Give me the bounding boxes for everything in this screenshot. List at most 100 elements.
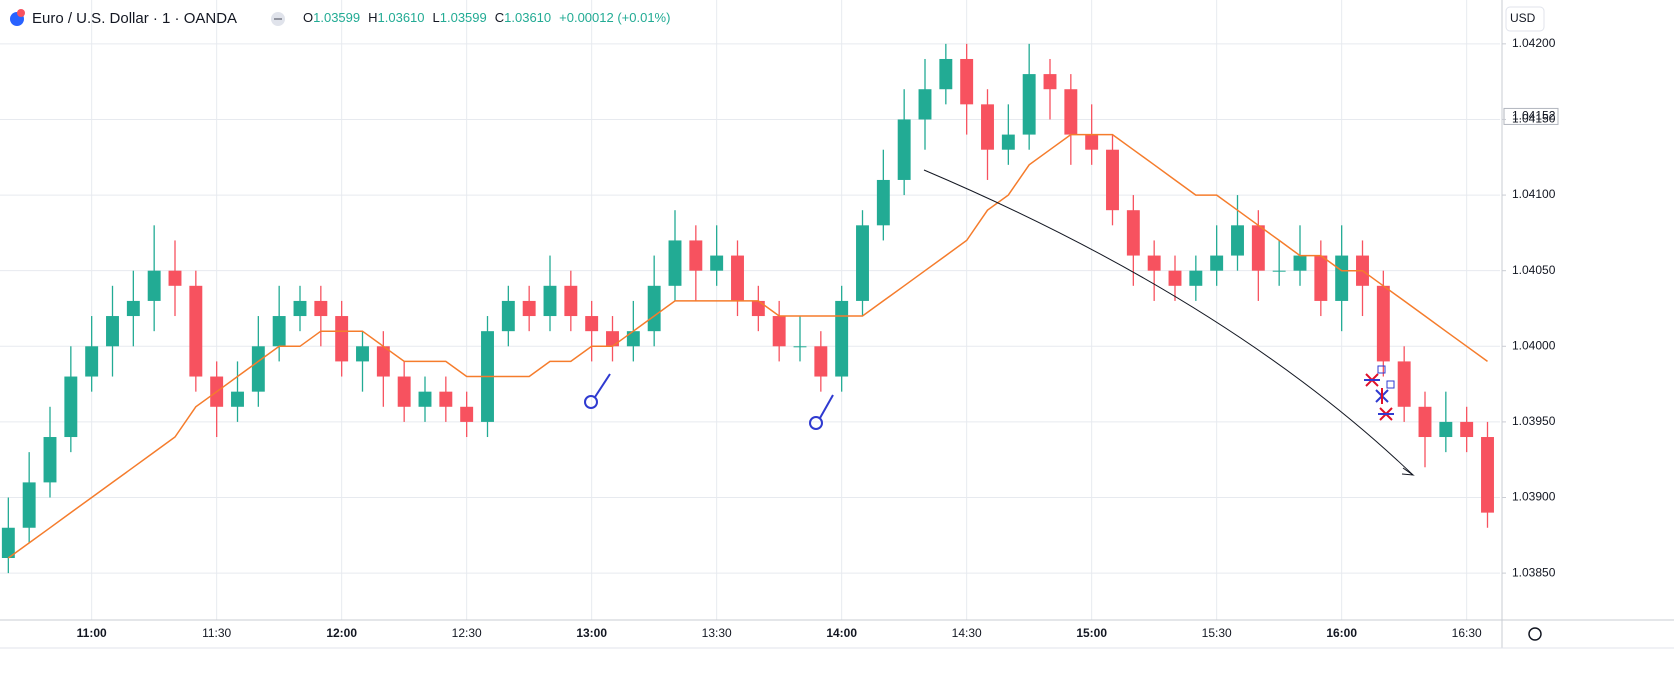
candle-body [439, 391, 453, 407]
x-tick-label: 13:00 [576, 626, 607, 640]
candle-body [1481, 437, 1494, 513]
candle-body [1293, 255, 1307, 271]
candle-body [1001, 134, 1015, 150]
change: +0.00012 (+0.01%) [559, 10, 670, 25]
candle-body [1064, 89, 1078, 135]
ohlc-legend: O1.03599 H1.03610 L1.03599 C1.03610 +0.00012… [303, 10, 670, 25]
price-tag-label: 1.04152 [1512, 109, 1556, 123]
candle-body [814, 346, 828, 377]
candle-body [1251, 225, 1265, 271]
candle-body [751, 300, 765, 317]
candle-body [522, 300, 536, 317]
y-tick-label: 1.04000 [1512, 338, 1556, 352]
candle-body [1022, 74, 1036, 135]
candle-body [772, 316, 786, 347]
candle-body [1231, 225, 1244, 256]
candle-body [397, 376, 411, 407]
candle-body [1106, 149, 1119, 211]
y-tick-label: 1.04050 [1512, 263, 1556, 277]
candle-body [1210, 255, 1224, 271]
currency[interactable]: USD [1510, 11, 1536, 25]
ohlc-value: 1.03610 [504, 10, 551, 25]
candle-body [856, 225, 869, 301]
candle-body [731, 255, 744, 301]
candle-body [710, 255, 724, 271]
grid [0, 0, 1500, 620]
currency-button[interactable] [1505, 6, 1545, 32]
candle-body [126, 300, 140, 317]
ohlc-value: 1.03599 [313, 10, 360, 25]
x-tick-label: 16:30 [1452, 626, 1482, 640]
arrow-head [1401, 467, 1415, 476]
candle-body [1, 527, 15, 558]
candle-body [85, 346, 99, 377]
y-tick-label: 1.04150 [1512, 112, 1556, 126]
y-tick-label: 1.04200 [1512, 36, 1556, 50]
candle-body [626, 331, 640, 347]
candle-body [168, 270, 182, 286]
ohlc-key: H [368, 10, 377, 25]
candle-body [647, 285, 661, 332]
candle-body [689, 240, 703, 271]
candle-body [231, 391, 244, 407]
price-tag-box [1503, 107, 1559, 125]
candle-body [1043, 74, 1057, 90]
candle-body [668, 240, 682, 286]
marker-circle [584, 395, 598, 409]
candle-body [1460, 421, 1474, 438]
x-tick-label: 15:30 [1202, 626, 1232, 640]
candle-body [1085, 134, 1099, 150]
candle-body [418, 391, 432, 407]
ohlc-key: O [303, 10, 313, 25]
x-tick-label: 12:00 [326, 626, 357, 640]
candle-body [939, 58, 953, 90]
candle-body [106, 316, 119, 347]
marker-line [594, 373, 611, 398]
candle-body [147, 270, 161, 301]
candle-body [64, 376, 78, 438]
drawings [584, 169, 1415, 476]
x-tick-label: 16:00 [1326, 626, 1357, 640]
settings-icon[interactable] [1528, 627, 1542, 641]
x-tick-label: 12:30 [452, 626, 482, 640]
candle-body [918, 89, 932, 120]
ohlc-key: C [495, 10, 504, 25]
trend-arrow [923, 169, 1414, 476]
candle-body [1376, 285, 1390, 362]
candle-body [272, 316, 286, 347]
candle-body [1314, 255, 1328, 301]
x-tick-label: 14:30 [952, 626, 982, 640]
candle-body [356, 346, 369, 362]
candle-body [1126, 210, 1140, 256]
marker-circle [809, 416, 823, 430]
candle-body [543, 285, 557, 317]
candle-body [293, 300, 307, 317]
candle-body [585, 316, 599, 332]
ohlc-key: L [433, 10, 440, 25]
candle-body [981, 104, 994, 150]
symbol-title[interactable]: Euro / U.S. Dollar · 1 · OANDA [32, 10, 237, 27]
candle-body [1147, 255, 1161, 271]
moving-average [7, 133, 1488, 559]
candle-body [1168, 270, 1182, 286]
candle-body [314, 300, 328, 317]
y-tick-label: 1.04100 [1512, 187, 1556, 201]
candle-body [376, 346, 390, 377]
candle-body [1272, 270, 1286, 272]
candle-body [606, 331, 619, 347]
price-tag: 1.04152 [1503, 107, 1559, 125]
candle-body [960, 58, 974, 105]
x-tick-label: 11:00 [77, 626, 107, 640]
candle-body [835, 300, 849, 377]
candle-body [1189, 270, 1203, 286]
candle-body [460, 406, 474, 422]
symbol-icon-flag [17, 9, 25, 17]
candle-body [793, 346, 807, 348]
candle-body [1335, 255, 1349, 301]
candle-body [1397, 361, 1411, 407]
star-markers [1364, 365, 1395, 421]
marker-line [819, 394, 834, 419]
y-tick-label: 1.03900 [1512, 490, 1556, 504]
